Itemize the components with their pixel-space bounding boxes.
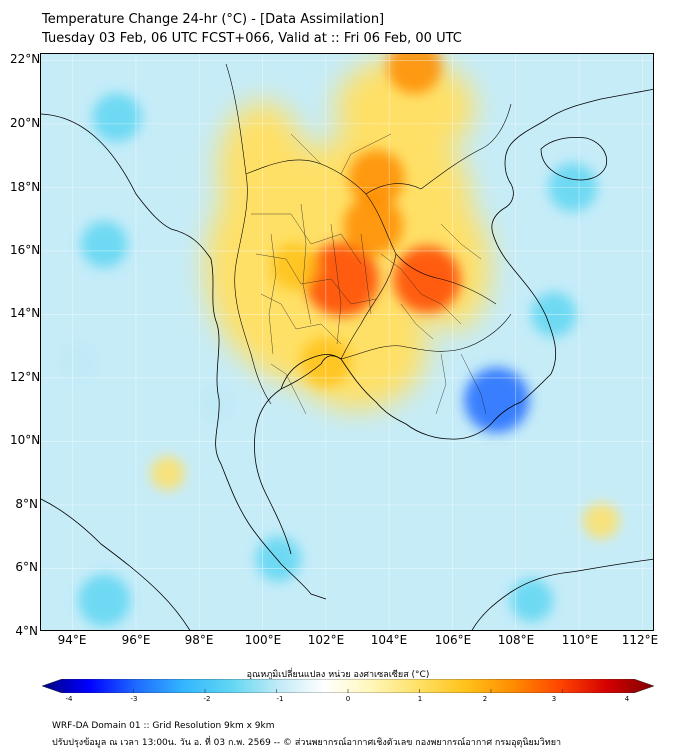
lat-label: 16°N <box>10 243 38 257</box>
cool-spot <box>93 93 142 142</box>
colorbar-tick-label: -4 <box>59 695 79 703</box>
lat-label: 6°N <box>10 560 38 574</box>
cool-spot <box>510 579 553 622</box>
lat-label: 18°N <box>10 180 38 194</box>
colorbar-tick-label: -3 <box>124 695 144 703</box>
colorbar-tick-label: 0 <box>338 695 358 703</box>
cool-spot <box>58 341 100 383</box>
lat-label: 20°N <box>10 116 38 130</box>
colorbar-tick-label: -2 <box>197 695 217 703</box>
lon-label: 102°E <box>306 633 346 647</box>
lat-label: 8°N <box>10 497 38 511</box>
colorbar <box>42 679 654 693</box>
cool-spot <box>78 574 130 626</box>
warm-spot <box>271 243 318 290</box>
lon-label: 104°E <box>369 633 409 647</box>
map-title: Temperature Change 24-hr (°C) - [Data As… <box>42 12 384 27</box>
lat-label: 4°N <box>10 624 38 638</box>
cool-spot <box>81 221 128 268</box>
lat-label: 12°N <box>10 370 38 384</box>
cool-spot <box>464 368 529 433</box>
lon-label: 108°E <box>496 633 536 647</box>
footer-model-info: WRF-DA Domain 01 :: Grid Resolution 9km … <box>52 721 274 731</box>
lon-label: 112°E <box>620 633 660 647</box>
warm-spot <box>150 456 184 490</box>
warm-spot <box>583 503 619 539</box>
lon-label: 98°E <box>179 633 219 647</box>
map-canvas <box>41 54 654 631</box>
lat-label: 14°N <box>10 306 38 320</box>
lon-label: 100°E <box>243 633 283 647</box>
footer-credit: ปรับปรุงข้อมูล ณ เวลา 13:00น. วัน อ. ที่… <box>52 735 561 749</box>
lon-label: 110°E <box>560 633 600 647</box>
lon-label: 106°E <box>433 633 473 647</box>
lat-label: 10°N <box>10 433 38 447</box>
warm-spot <box>348 150 404 206</box>
map-subtitle: Tuesday 03 Feb, 06 UTC FCST+066, Valid a… <box>42 31 462 46</box>
colorbar-tick-label: -1 <box>270 695 290 703</box>
lat-label: 22°N <box>10 52 38 66</box>
colorbar-tick-label: 1 <box>410 695 430 703</box>
lon-label: 94°E <box>52 633 92 647</box>
colorbar-tick-label: 4 <box>617 695 637 703</box>
colorbar-tick-label: 2 <box>475 695 495 703</box>
colorbar-tick-label: 3 <box>544 695 564 703</box>
cool-spot <box>196 384 234 422</box>
warm-spot <box>394 246 461 313</box>
lon-label: 96°E <box>116 633 156 647</box>
temperature-map <box>40 53 654 631</box>
